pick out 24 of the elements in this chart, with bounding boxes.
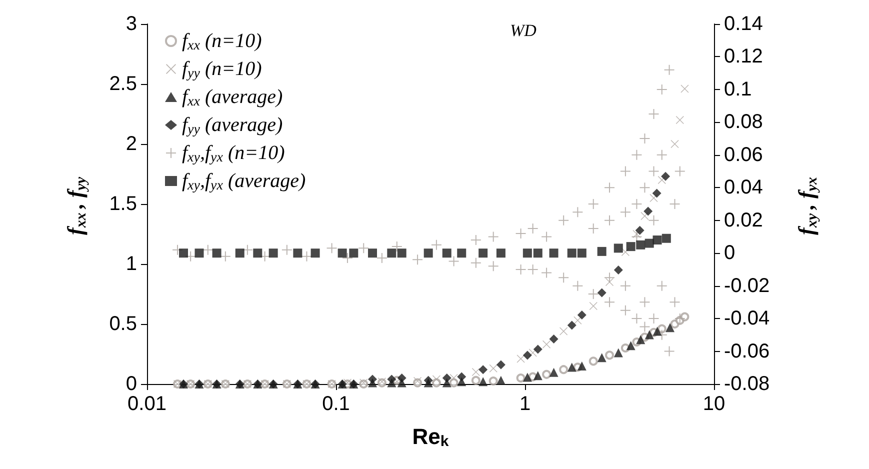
y-tick-label: 0.5	[109, 313, 137, 335]
y2-tick-label: 0.14	[724, 13, 763, 35]
y2-tick-label: -0.08	[724, 373, 770, 395]
y2-tick-label: -0.04	[724, 308, 770, 330]
y2-tick-label: 0.06	[724, 144, 763, 166]
y2-tick-label: 0.1	[724, 78, 752, 100]
y2-tick-label: 0.12	[724, 46, 763, 68]
y2-tick-label: 0	[724, 242, 736, 264]
y-tick-label: 3	[126, 13, 137, 35]
y2-tick-label: -0.06	[724, 340, 770, 362]
annotation: WD	[510, 21, 538, 40]
x-tick-label: 0.01	[128, 393, 166, 415]
y-tick-label: 2	[126, 133, 137, 155]
y-tick-label: 1.5	[109, 193, 137, 215]
x-tick-label: 0.1	[322, 393, 350, 415]
y-tick-label: 1	[126, 253, 137, 275]
y2-tick-label: 0.02	[724, 209, 763, 232]
y2-tick-label: 0.08	[724, 111, 763, 134]
y2-tick-label: -0.02	[724, 274, 770, 297]
x-tick-label: 1	[519, 393, 531, 415]
y-tick-label: 2.5	[109, 73, 137, 95]
x-tick-label: 10	[702, 393, 726, 415]
y2-tick-label: 0.04	[724, 176, 763, 199]
y-tick-label: 0	[126, 373, 137, 395]
